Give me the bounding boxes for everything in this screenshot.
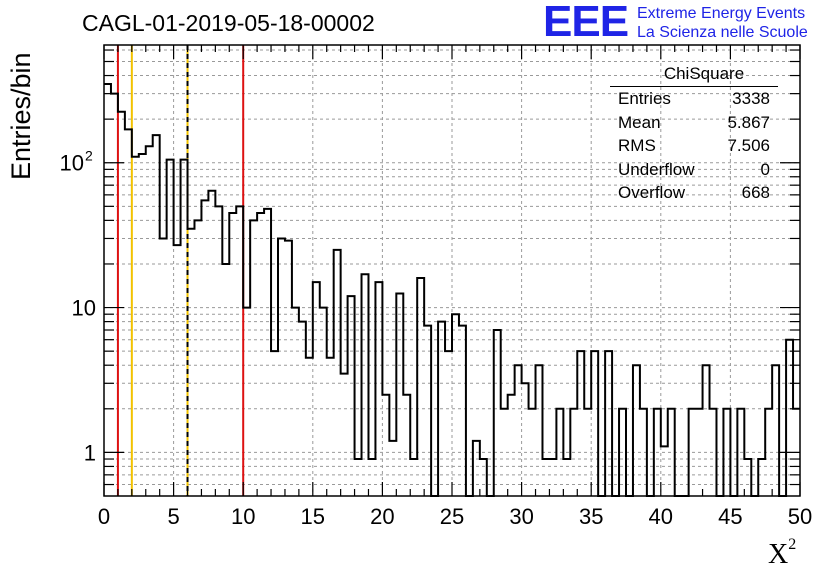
stats-label: Underflow (618, 159, 695, 179)
stats-value: 3338 (732, 89, 770, 108)
x-tick-label: 5 (167, 504, 179, 529)
stats-label: Entries (618, 89, 671, 108)
stats-label: Mean (618, 112, 661, 132)
x-tick-label: 30 (509, 504, 533, 529)
stats-row: Underflow 0 (610, 160, 778, 184)
x-tick-label: 15 (301, 504, 325, 529)
stats-value: 7.506 (727, 136, 770, 155)
x-tick-label: 25 (440, 504, 464, 529)
x-tick-label: 0 (98, 504, 110, 529)
grid-lines (104, 45, 800, 496)
y-tick-label-exponent: 2 (85, 148, 93, 164)
stats-row: Mean 5.867 (610, 113, 778, 137)
eee-logo: EEE (543, 0, 629, 46)
stats-divider (610, 86, 778, 87)
y-tick-label: 10 (60, 151, 84, 176)
x-axis-label: X2 (768, 536, 796, 571)
reference-lines (116, 45, 245, 496)
y-axis-label: Entries/bin (6, 52, 36, 180)
y-tick-label: 10 (72, 296, 96, 321)
x-tick-label: 35 (579, 504, 603, 529)
stats-title: ChiSquare (663, 64, 745, 83)
chart-title: CAGL-01-2019-05-18-00002 (82, 10, 375, 36)
x-tick-label: 20 (370, 504, 394, 529)
logo-tagline-2: La Scienza nelle Scuole (637, 24, 808, 41)
x-tick-label: 10 (231, 504, 255, 529)
x-tick-label: 50 (788, 504, 812, 529)
axis-ticks (103, 45, 801, 496)
stats-row: Entries 3338 (610, 89, 778, 113)
x-axis-label-exponent: 2 (788, 536, 797, 553)
x-tick-label: 40 (649, 504, 673, 529)
x-axis-label-base: X (768, 539, 789, 570)
stats-box: ChiSquare Entries 3338 Mean 5.867 RMS 7.506… (610, 64, 778, 207)
y-tick-label: 1 (84, 440, 96, 465)
stats-value: 668 (741, 183, 770, 202)
stats-label: RMS (618, 136, 656, 155)
x-tick-label: 45 (718, 504, 742, 529)
stats-value: 5.867 (727, 112, 770, 132)
stats-row: RMS 7.506 (610, 136, 778, 160)
logo-tagline-1: Extreme Energy Events (637, 5, 806, 22)
stats-row: Overflow 668 (610, 183, 778, 207)
stats-label: Overflow (618, 183, 686, 202)
stats-value: 0 (760, 159, 770, 179)
